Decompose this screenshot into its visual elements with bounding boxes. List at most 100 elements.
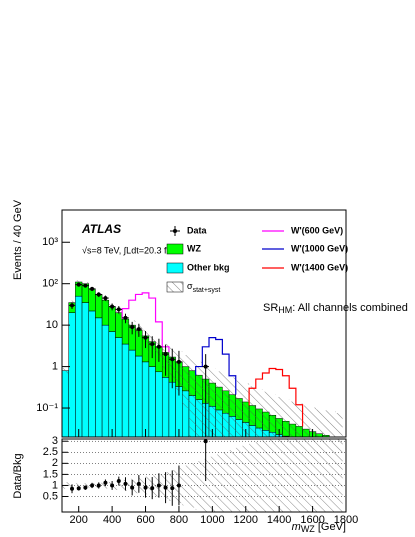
signal-line bbox=[195, 337, 237, 395]
x-tick-label: 800 bbox=[170, 514, 188, 526]
legend-label: σstat+syst bbox=[187, 281, 220, 293]
main-plot bbox=[62, 280, 343, 437]
bar-segment bbox=[68, 312, 76, 437]
uncertainty-band bbox=[269, 394, 276, 437]
bar-segment bbox=[88, 310, 96, 437]
legend-swatch bbox=[166, 243, 184, 255]
uncertainty-band bbox=[182, 355, 189, 409]
uncertainty-band bbox=[209, 368, 216, 437]
ratio-point bbox=[143, 485, 148, 490]
uncertainty-band bbox=[215, 371, 223, 437]
ratio-uncertainty bbox=[235, 447, 243, 512]
ratio-point bbox=[136, 481, 141, 486]
bar-segment bbox=[115, 337, 123, 437]
uncertainty-band bbox=[195, 361, 203, 437]
ratio-uncertainty bbox=[242, 445, 250, 512]
ratio-uncertainty bbox=[249, 443, 256, 512]
bar-segment bbox=[155, 371, 163, 437]
ratio-point bbox=[116, 479, 121, 484]
ratio-point bbox=[150, 486, 155, 491]
legend-label: W'(1000 GeV) bbox=[291, 243, 348, 253]
uncertainty-band bbox=[222, 374, 230, 437]
uncertainty-band bbox=[315, 409, 323, 437]
ratio-point bbox=[123, 481, 128, 486]
legend-swatch bbox=[166, 262, 184, 274]
ratio-point bbox=[203, 439, 208, 444]
ratio-frame bbox=[61, 438, 347, 513]
ratio-uncertainty bbox=[302, 439, 310, 512]
legend-label: W'(1400 GeV) bbox=[291, 262, 348, 272]
data-point bbox=[136, 327, 141, 332]
ratio-uncertainty bbox=[202, 458, 210, 512]
ratio-uncertainty bbox=[315, 439, 323, 512]
bar-segment bbox=[148, 366, 156, 437]
bar-segment bbox=[121, 343, 130, 437]
uncertainty-band bbox=[235, 380, 243, 437]
bar-segment bbox=[95, 294, 103, 319]
uncertainty-band bbox=[309, 407, 316, 437]
legend-sigma-sub: stat+syst bbox=[193, 287, 221, 294]
ratio-point bbox=[163, 485, 168, 490]
uncertainty-band bbox=[262, 391, 270, 437]
ratio-uncertainty bbox=[329, 439, 336, 512]
ratio-point bbox=[170, 486, 175, 491]
uncertainty-band bbox=[255, 389, 263, 437]
x-tick-label: 1800 bbox=[334, 514, 358, 526]
x-label-sub: WZ bbox=[301, 524, 315, 534]
region-label: SRHM: All channels combined bbox=[263, 302, 408, 315]
ratio-uncertainty bbox=[282, 439, 290, 512]
uncertainty-band bbox=[289, 401, 296, 437]
bar-segment bbox=[135, 355, 143, 437]
region-rest: : All channels combined bbox=[292, 302, 408, 314]
bar-segment bbox=[101, 299, 110, 326]
region-main: SR bbox=[263, 302, 278, 314]
ratio-point bbox=[76, 486, 81, 491]
ratio-point bbox=[110, 483, 115, 488]
x-tick-label: 1600 bbox=[300, 514, 324, 526]
ratio-uncertainty bbox=[322, 439, 330, 512]
data-point bbox=[130, 325, 135, 330]
data-point bbox=[156, 344, 161, 349]
data-point bbox=[90, 286, 95, 291]
ratio-uncertainty bbox=[222, 452, 230, 512]
data-point bbox=[176, 359, 181, 364]
bar-segment bbox=[81, 302, 89, 437]
ratio-point bbox=[103, 480, 108, 485]
ratio-uncertainty bbox=[309, 439, 316, 512]
uncertainty-band bbox=[62, 368, 69, 374]
ratio-tick-label: 1 bbox=[52, 479, 58, 491]
uncertainty-band bbox=[229, 377, 236, 437]
x-label-rest: [GeV] bbox=[315, 521, 346, 533]
x-axis-label: mWZ [GeV] bbox=[292, 521, 346, 534]
bar-segment bbox=[62, 370, 69, 437]
ratio-uncertainty bbox=[195, 461, 203, 510]
ratio-uncertainty bbox=[209, 456, 216, 512]
ratio-uncertainty bbox=[75, 483, 83, 488]
y-tick-label: 10³ bbox=[42, 236, 58, 248]
energy-label: √s=8 TeV, ∫Ldt=20.3 fb⁻¹ bbox=[82, 245, 179, 255]
ratio-uncertainty bbox=[188, 463, 196, 508]
uncertainty-band bbox=[295, 403, 303, 437]
ratio-point bbox=[130, 485, 135, 490]
signal-line bbox=[248, 367, 304, 427]
legend-label: WZ bbox=[187, 243, 201, 253]
legend-label: Other bkg bbox=[187, 262, 230, 272]
x-tick-label: 1000 bbox=[200, 514, 224, 526]
data-point bbox=[103, 296, 108, 301]
ratio-tick-label: 0.5 bbox=[43, 490, 58, 502]
y-tick-label: 10⁻¹ bbox=[36, 402, 58, 414]
ratio-point bbox=[176, 483, 181, 488]
legend-label: W'(600 GeV) bbox=[291, 225, 343, 235]
ratio-uncertainty bbox=[295, 439, 303, 512]
ratio-point bbox=[83, 485, 88, 490]
data-point bbox=[203, 364, 208, 369]
ratio-plot bbox=[62, 439, 343, 512]
ratio-uncertainty bbox=[229, 450, 236, 512]
uncertainty-band bbox=[188, 358, 196, 437]
data-point bbox=[170, 357, 175, 362]
data-point bbox=[76, 282, 81, 287]
ratio-tick-label: 2 bbox=[52, 457, 58, 469]
uncertainty-band bbox=[249, 386, 256, 437]
